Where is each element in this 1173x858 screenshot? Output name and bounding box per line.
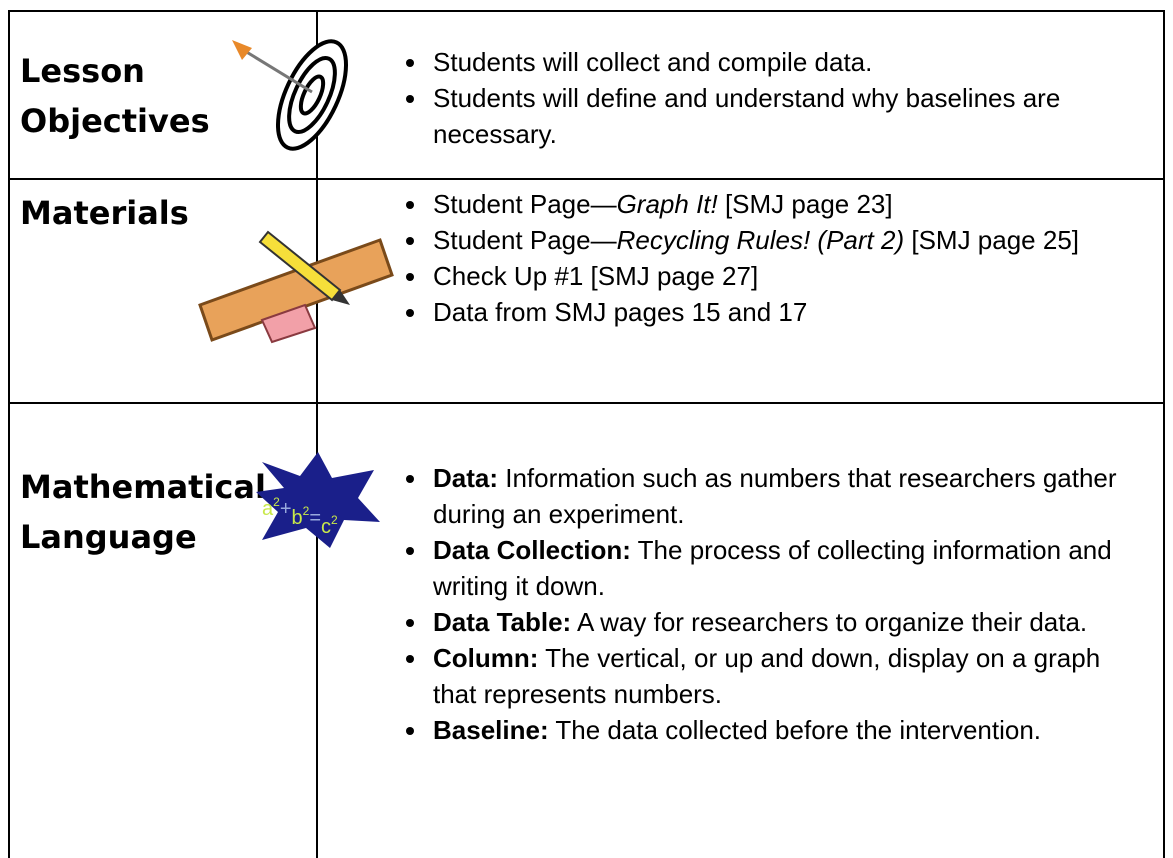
- list-item: Student Page—Recycling Rules! (Part 2) […: [429, 222, 1143, 258]
- table-row: Materials Student Page—Graph It! [SMJ pa…: [10, 178, 1163, 404]
- row-label: Lesson Objectives: [20, 52, 210, 140]
- row-label: Mathematical Language: [20, 468, 266, 556]
- list-item: Data from SMJ pages 15 and 17: [429, 294, 1143, 330]
- list-item: Baseline: The data collected before the …: [429, 712, 1143, 748]
- item-list: Students will collect and compile data.S…: [316, 44, 1163, 152]
- column-divider: [316, 402, 318, 858]
- item-list: Student Page—Graph It! [SMJ page 23]Stud…: [316, 186, 1163, 330]
- list-item: Data Table: A way for researchers to org…: [429, 604, 1143, 640]
- list-item: Check Up #1 [SMJ page 27]: [429, 258, 1143, 294]
- list-item: Students will collect and compile data.: [429, 44, 1143, 80]
- list-item: Data Collection: The process of collecti…: [429, 532, 1143, 604]
- lesson-table: Lesson Objectives Students will collect …: [8, 10, 1165, 858]
- table-row: Lesson Objectives Students will collect …: [10, 12, 1163, 180]
- item-definition: Information such as numbers that researc…: [433, 463, 1117, 529]
- item-definition: The data collected before the interventi…: [548, 715, 1042, 745]
- list-item: Data: Information such as numbers that r…: [429, 460, 1143, 532]
- item-text: Student Page—: [433, 189, 617, 219]
- item-term: Baseline:: [433, 715, 549, 745]
- list-item: Column: The vertical, or up and down, di…: [429, 640, 1143, 712]
- list-item: Students will define and understand why …: [429, 80, 1143, 152]
- item-title: Recycling Rules! (Part 2): [616, 225, 905, 255]
- item-title: Graph It!: [616, 189, 718, 219]
- row-label: Materials: [20, 194, 189, 232]
- item-definition: The process of collecting information an…: [433, 535, 1112, 601]
- item-text: Student Page—: [433, 225, 617, 255]
- item-term: Data Collection:: [433, 535, 631, 565]
- item-term: Data Table:: [433, 607, 572, 637]
- item-list: Data: Information such as numbers that r…: [316, 460, 1163, 748]
- list-item: Student Page—Graph It! [SMJ page 23]: [429, 186, 1143, 222]
- column-divider: [316, 178, 318, 402]
- table-row: Mathematical Language Data: Information …: [10, 402, 1163, 858]
- item-text: [SMJ page 25]: [904, 225, 1080, 255]
- item-term: Column:: [433, 643, 539, 673]
- column-divider: [316, 12, 318, 178]
- item-definition: A way for researchers to organize their …: [571, 607, 1088, 637]
- item-text: [SMJ page 23]: [717, 189, 893, 219]
- item-term: Data:: [433, 463, 499, 493]
- item-definition: The vertical, or up and down, display on…: [433, 643, 1101, 709]
